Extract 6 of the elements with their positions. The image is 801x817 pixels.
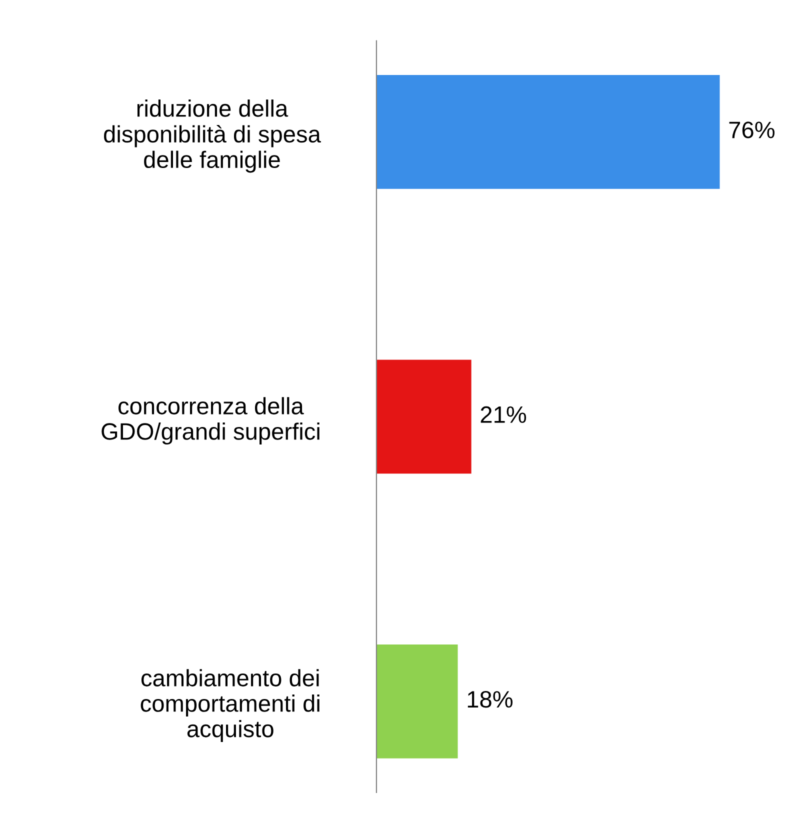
y-tick-label: cambiamento dei comportamenti di acquisto (140, 669, 320, 742)
data-label: 76% (729, 122, 775, 138)
data-label: 18% (468, 691, 513, 708)
y-tick-label: concorrenza della GDO/grandi superfici (102, 397, 320, 445)
data-label: 21% (480, 406, 526, 423)
y-tick-label: riduzione della disponibilità di spesa delle famiglie (104, 100, 321, 173)
